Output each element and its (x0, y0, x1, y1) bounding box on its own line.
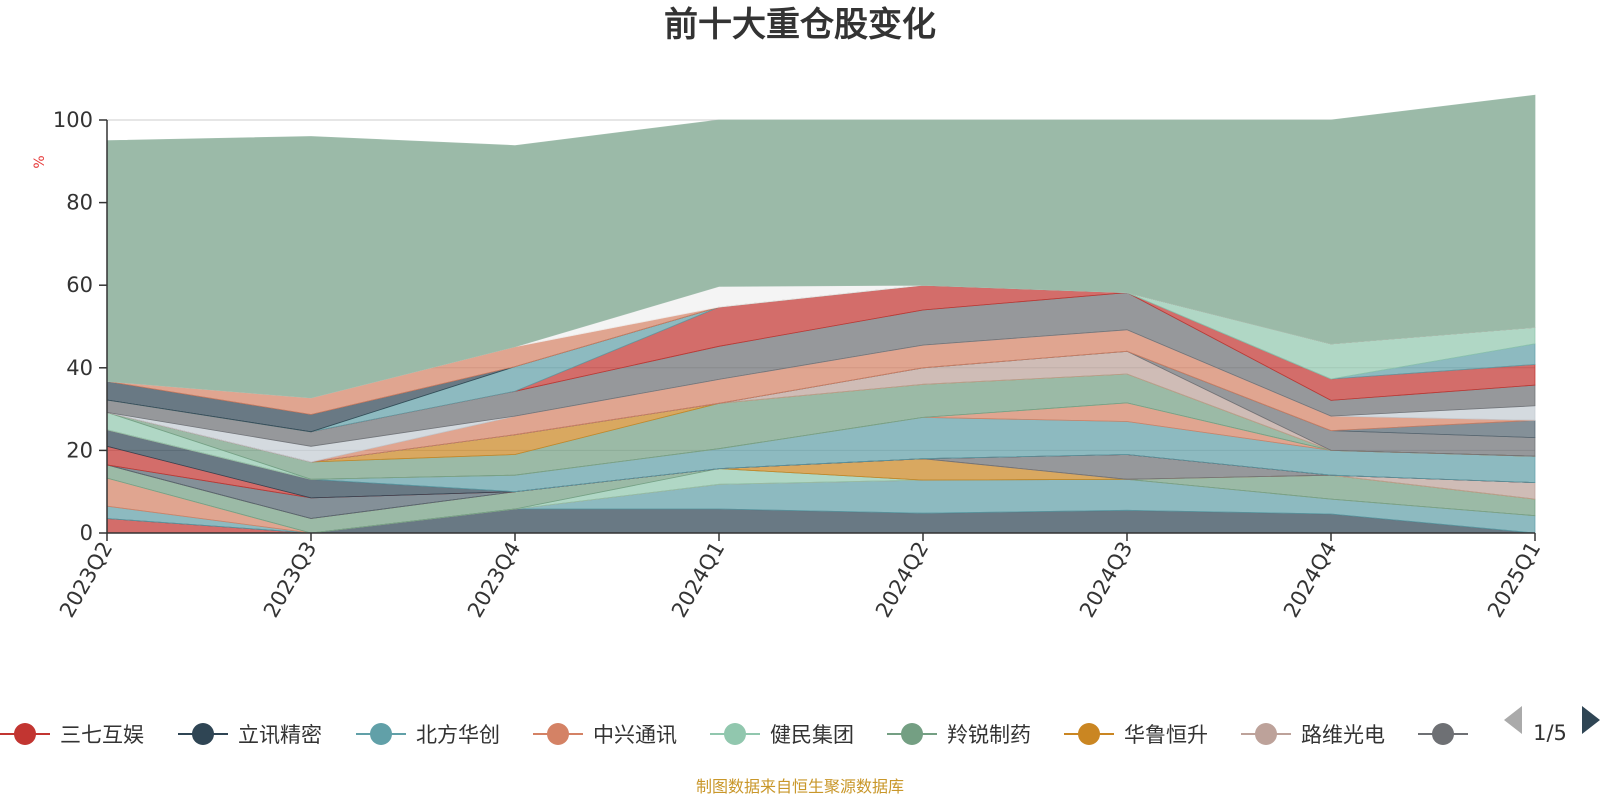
legend-prev-icon[interactable] (1504, 706, 1522, 734)
legend-item-2[interactable]: 北方华创 (356, 723, 500, 747)
legend-marker-icon (1432, 723, 1454, 745)
legend-label: 路维光电 (1301, 723, 1385, 747)
y-axis-unit: % (32, 155, 48, 168)
x-tick-label-4: 2024Q2 (871, 538, 933, 622)
legend-item-0[interactable]: 三七互娱 (0, 723, 144, 747)
y-tick-label-5: 100 (53, 108, 93, 132)
x-tick-label-0: 2023Q2 (55, 538, 117, 622)
x-tick-label-5: 2024Q3 (1075, 538, 1137, 622)
x-tick-label-6: 2024Q4 (1279, 538, 1341, 622)
x-axis-ticks: 2023Q2 2023Q3 2023Q4 2024Q1 2024Q2 2024Q3 2024… (55, 533, 1545, 622)
legend-marker-icon (1078, 723, 1100, 745)
data-source-note: 制图数据来自恒生聚源数据库 (696, 777, 904, 796)
y-tick-label-1: 20 (66, 438, 93, 462)
y-axis-ticks: 0 20 40 60 80 100 (53, 108, 107, 545)
y-tick-label-4: 80 (66, 191, 93, 215)
legend-marker-icon (370, 723, 392, 745)
x-tick-label-7: 2025Q1 (1483, 538, 1545, 622)
legend-marker-icon (547, 723, 569, 745)
y-tick-label-3: 60 (66, 273, 93, 297)
legend-item-8[interactable] (1418, 723, 1468, 745)
legend-label: 三七互娱 (60, 723, 144, 747)
x-tick-label-2: 2023Q4 (463, 538, 525, 622)
legend-marker-icon (901, 723, 923, 745)
area-29 (106, 94, 1536, 399)
legend-item-1[interactable]: 立讯精密 (178, 723, 322, 747)
legend-label: 立讯精密 (238, 723, 322, 747)
legend-item-7[interactable]: 路维光电 (1241, 723, 1385, 747)
legend-item-4[interactable]: 健民集团 (710, 723, 854, 747)
legend-marker-icon (724, 723, 746, 745)
legend-marker-icon (192, 723, 214, 745)
legend-pager: 1/5 (1504, 706, 1600, 745)
legend-item-5[interactable]: 羚锐制药 (887, 723, 1031, 747)
legend-marker-icon (14, 723, 36, 745)
x-tick-label-1: 2023Q3 (259, 538, 321, 622)
legend-label: 华鲁恒升 (1124, 723, 1208, 747)
area-series (106, 94, 1536, 534)
legend-label: 中兴通讯 (593, 723, 677, 747)
legend-marker-icon (1255, 723, 1277, 745)
legend-item-3[interactable]: 中兴通讯 (533, 723, 677, 747)
legend-item-6[interactable]: 华鲁恒升 (1064, 723, 1208, 747)
legend-label: 北方华创 (416, 723, 500, 747)
legend[interactable]: 三七互娱 立讯精密 北方华创 中兴通讯 健民集团 羚锐制药 华鲁恒升 路维光电 (0, 723, 1468, 747)
legend-label: 健民集团 (770, 723, 854, 747)
legend-label: 羚锐制药 (947, 723, 1031, 747)
legend-next-icon[interactable] (1582, 706, 1600, 734)
y-tick-label-2: 40 (66, 356, 93, 380)
y-tick-label-0: 0 (80, 521, 93, 545)
legend-page-indicator: 1/5 (1533, 721, 1567, 745)
axes (106, 120, 1535, 534)
chart-title: 前十大重仓股变化 (664, 5, 936, 45)
x-tick-label-3: 2024Q1 (667, 538, 729, 622)
